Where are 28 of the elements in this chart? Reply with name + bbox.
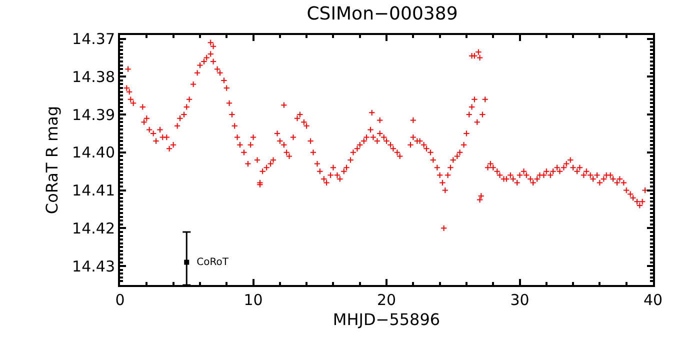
chart-title: CSIMon−000389: [306, 3, 458, 24]
annotation: CoRoT: [186, 256, 230, 268]
x-tick-label: 40: [643, 291, 663, 309]
x-axis-title: MHJD−55896: [332, 310, 440, 330]
point: [376, 116, 384, 124]
point: [368, 109, 376, 116]
point: [210, 43, 217, 50]
x-tick-label: 30: [510, 291, 530, 309]
y-tick-label: 14.39: [72, 106, 115, 124]
x-tick-label: 0: [115, 291, 125, 309]
y-tick-label: 14.38: [72, 68, 115, 86]
point: [256, 181, 264, 188]
point: [475, 48, 482, 56]
point: [476, 196, 484, 204]
y-axis-title: CoRaT R mag: [42, 106, 62, 214]
point: [280, 102, 288, 108]
point: [478, 192, 484, 200]
point: [184, 260, 190, 265]
y-tick-label: 14.43: [72, 257, 115, 276]
y-tick-label: 14.37: [72, 30, 115, 48]
y-tick-label: 14.42: [72, 219, 115, 238]
x-tick-label: 10: [244, 291, 263, 309]
x-tick-label: 20: [376, 291, 396, 309]
y-tick-label: 14.40: [72, 144, 115, 162]
point: [410, 116, 416, 124]
point: [207, 39, 214, 46]
point: [440, 224, 448, 232]
y-tick-label: 14.41: [72, 182, 115, 200]
